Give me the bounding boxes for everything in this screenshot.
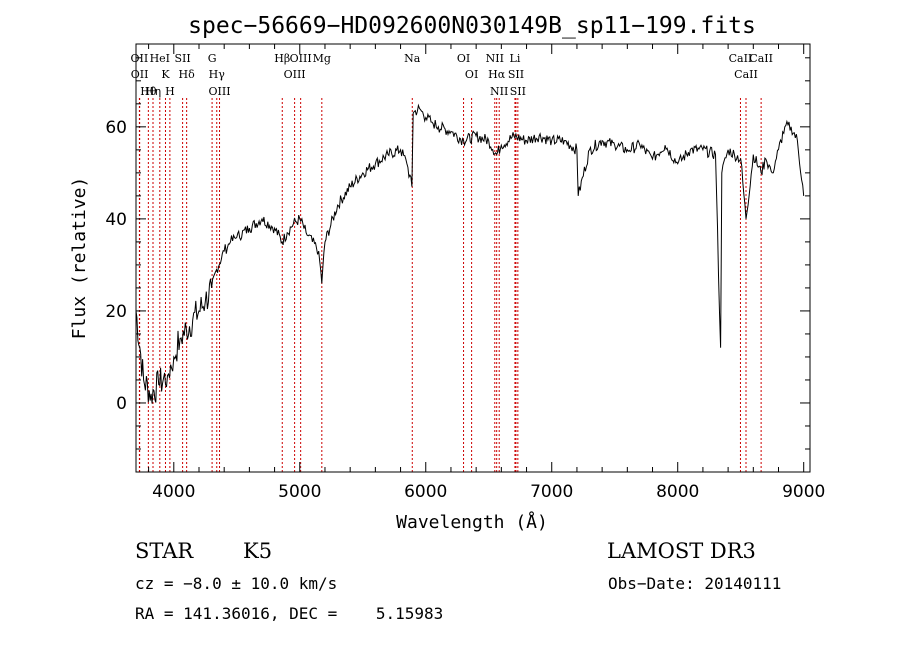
- x-tick-label: 4000: [152, 482, 195, 502]
- line-label: Mg: [313, 52, 331, 65]
- line-label: Hα: [488, 68, 506, 81]
- line-label: OI: [457, 52, 470, 65]
- line-label: Hβ: [274, 52, 290, 65]
- survey-name: LAMOST DR3: [607, 539, 756, 563]
- line-label: Li: [510, 52, 521, 65]
- x-tick-label: 9000: [782, 482, 825, 502]
- chart-title: spec−56669−HD092600N030149B_sp11−199.fit…: [188, 13, 756, 39]
- x-tick-label: 7000: [530, 482, 573, 502]
- y-tick-label: 0: [116, 394, 127, 414]
- observation-date: Obs−Date: 20140111: [608, 574, 782, 593]
- line-label: Hγ: [209, 68, 226, 81]
- object-type: STAR: [135, 539, 194, 563]
- line-label: CaII: [734, 68, 758, 81]
- line-label: SII: [174, 52, 190, 65]
- line-label: SII: [508, 68, 524, 81]
- line-label: OI: [465, 68, 478, 81]
- line-label: CaII: [749, 52, 773, 65]
- y-tick-label: 40: [105, 210, 127, 230]
- line-label: CaII: [729, 52, 753, 65]
- line-label: NII: [486, 52, 504, 65]
- spectrum-line: [135, 103, 805, 404]
- line-label: Hδ: [179, 68, 196, 81]
- line-label: Hθ: [140, 85, 157, 98]
- line-label: HeI: [150, 52, 170, 65]
- line-label: Na: [404, 52, 421, 65]
- y-axis-label: Flux (relative): [69, 177, 90, 340]
- line-label: NII: [490, 85, 508, 98]
- x-axis-label: Wavelength (Å): [396, 511, 548, 533]
- line-label: SII: [510, 85, 526, 98]
- line-label: G: [208, 52, 217, 65]
- line-label: K: [161, 68, 170, 81]
- redshift-velocity: cz = −8.0 ± 10.0 km/s: [135, 574, 338, 593]
- line-label: H: [165, 85, 175, 98]
- spectral-subclass: K5: [243, 539, 273, 563]
- plot-frame: [135, 43, 811, 473]
- x-tick-label: 6000: [404, 482, 447, 502]
- x-tick-label: 5000: [278, 482, 321, 502]
- line-label: Hη: [145, 85, 161, 98]
- line-label: OII: [131, 52, 149, 65]
- line-label: OIII: [290, 52, 312, 65]
- line-label: OIII: [208, 85, 230, 98]
- ra-dec-coordinates: RA = 141.36016, DEC = 5.15983: [135, 604, 444, 623]
- line-label: OIII: [284, 68, 306, 81]
- line-label: OII: [131, 68, 149, 81]
- x-tick-label: 8000: [656, 482, 699, 502]
- y-tick-label: 20: [105, 302, 127, 322]
- y-tick-label: 60: [105, 118, 127, 138]
